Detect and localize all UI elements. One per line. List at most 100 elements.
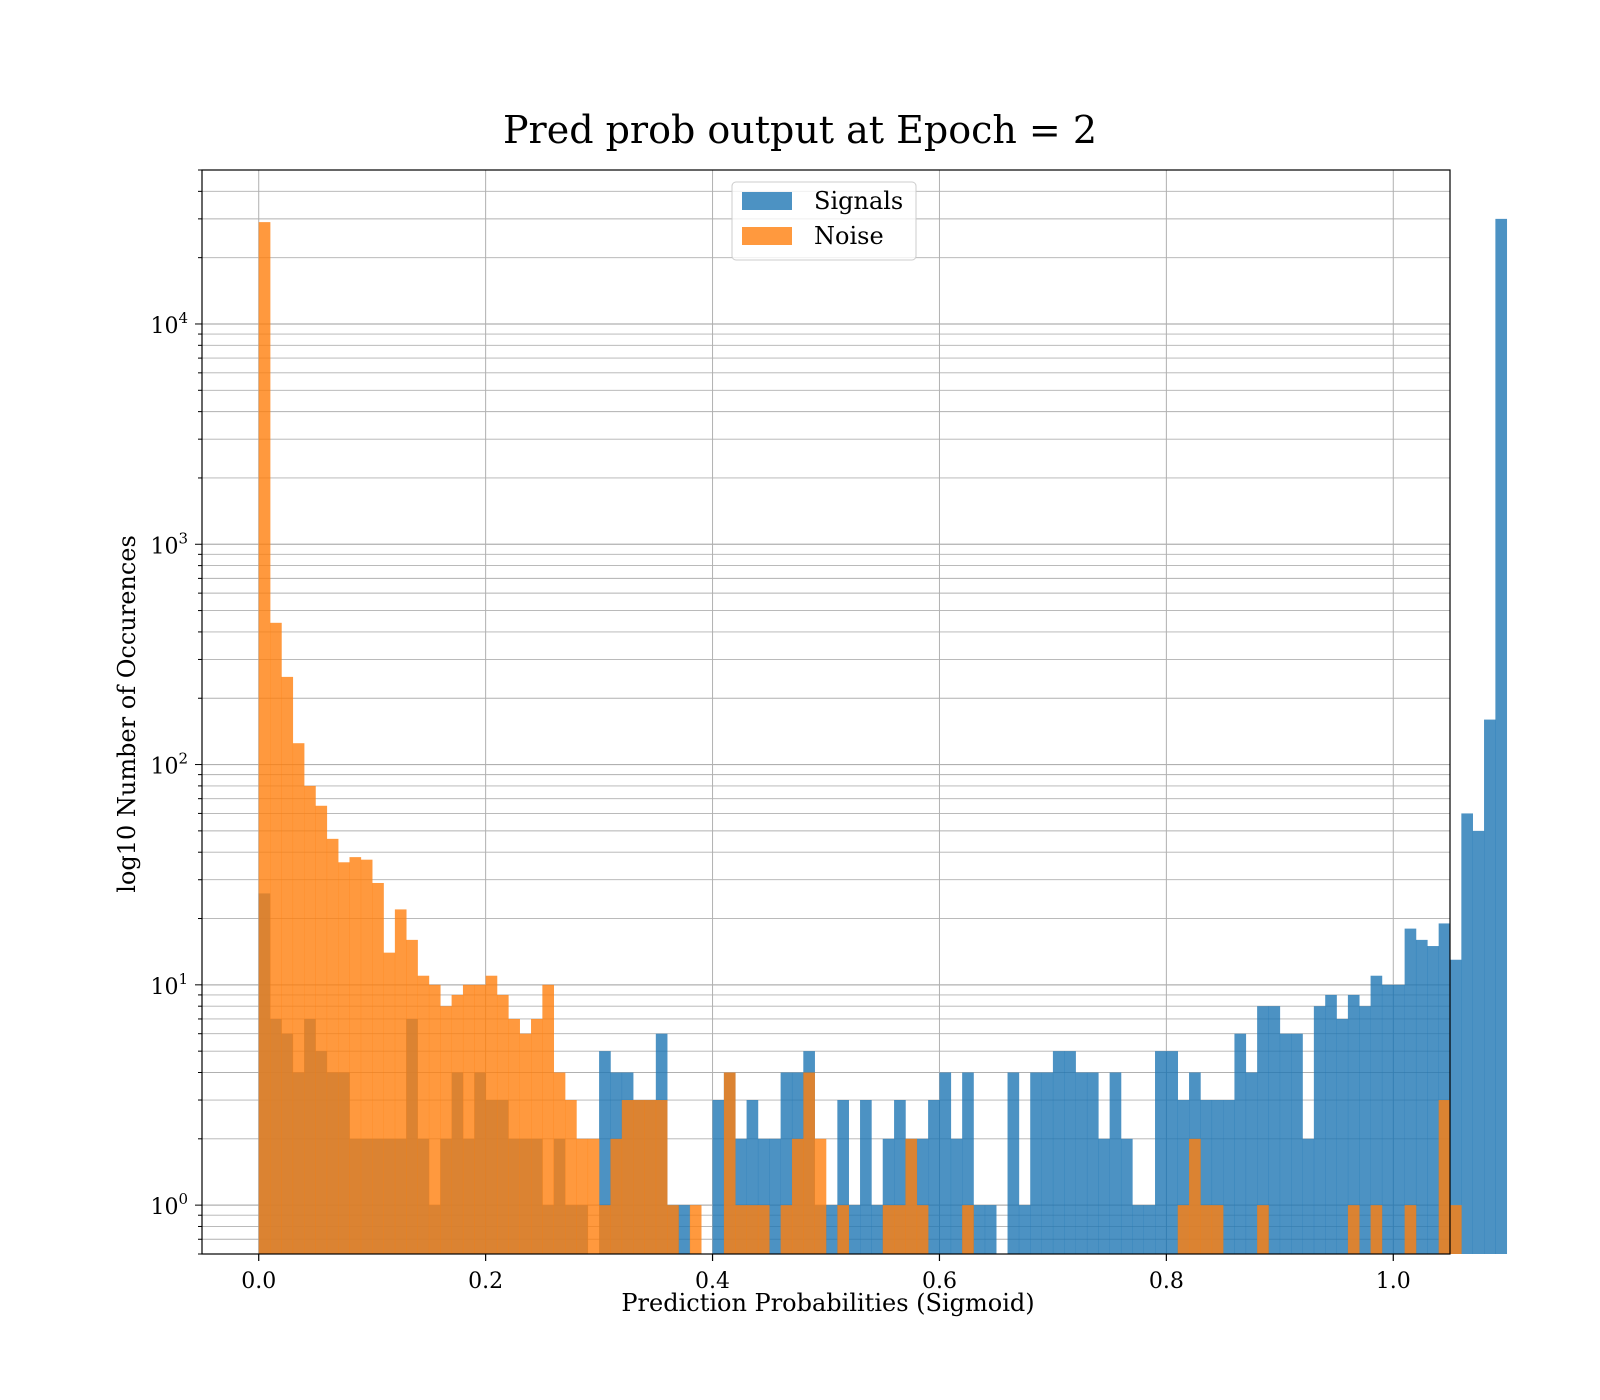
x-tick-label: 0.2: [468, 1269, 503, 1294]
bar-signals: [599, 1051, 611, 1254]
bar-signals: [928, 1100, 940, 1254]
bar-noise: [621, 1100, 634, 1254]
bar-noise: [281, 676, 294, 1254]
bar-signals: [1098, 1138, 1110, 1254]
bar-noise: [349, 857, 362, 1254]
bar-signals: [1086, 1072, 1099, 1254]
bar-noise: [542, 984, 555, 1254]
bar-signals: [1211, 1100, 1224, 1254]
bar-noise: [474, 984, 486, 1254]
bar-noise: [531, 1018, 543, 1254]
plot-area-frame: [201, 169, 1451, 1255]
bar-noise: [735, 1205, 747, 1254]
bar-signals: [950, 1138, 963, 1254]
bar-signals: [1393, 984, 1405, 1254]
bar-signals: [973, 1205, 986, 1254]
bar-noise: [1189, 1138, 1201, 1254]
bar-noise: [292, 743, 305, 1254]
legend-label-noise: Noise: [814, 222, 884, 250]
bar-noise: [485, 975, 498, 1254]
bar-signals: [1370, 975, 1383, 1254]
bar-noise: [428, 984, 441, 1254]
x-axis-label: Prediction Probabilities (Sigmoid): [621, 1289, 1034, 1317]
bar-signals: [746, 1100, 759, 1254]
bar-noise: [519, 1033, 532, 1254]
bar-signals: [1245, 1072, 1258, 1254]
x-tick-label: 0.0: [241, 1269, 276, 1294]
bar-noise: [746, 1205, 759, 1254]
y-tick-label: 103: [150, 529, 188, 559]
bar-noise: [1347, 1205, 1360, 1254]
x-tick-label: 1.0: [1376, 1269, 1411, 1294]
bar-noise: [837, 1205, 849, 1254]
bar-noise: [587, 1138, 600, 1254]
bar-noise: [576, 1138, 589, 1254]
bar-noise: [689, 1205, 702, 1254]
bar-noise: [315, 805, 328, 1254]
bar-signals: [1450, 959, 1462, 1254]
bar-noise: [814, 1138, 827, 1254]
legend-swatch-signals: [742, 192, 792, 210]
bar-signals: [1223, 1100, 1235, 1254]
bar-signals: [848, 1205, 861, 1254]
bar-noise: [791, 1138, 804, 1254]
y-axis-label: log10 Number of Occurences: [113, 535, 141, 893]
bar-noise: [326, 838, 339, 1254]
bar-noise: [1211, 1205, 1224, 1254]
bar-signals: [860, 1100, 872, 1254]
bar-signals: [1166, 1051, 1179, 1254]
bar-noise: [882, 1205, 895, 1254]
bar-noise: [496, 994, 509, 1254]
bar-noise: [451, 994, 464, 1254]
bar-signals: [769, 1138, 781, 1254]
bar-signals: [1336, 1018, 1349, 1254]
bar-noise: [417, 975, 430, 1254]
bar-signals: [984, 1205, 997, 1254]
bar-signals: [1484, 719, 1496, 1254]
bar-noise: [462, 984, 475, 1254]
bar-signals: [1427, 946, 1439, 1254]
bar-noise: [962, 1205, 974, 1254]
bar-signals: [1064, 1051, 1076, 1254]
bar-noise: [916, 1205, 929, 1254]
bar-signals: [1381, 984, 1394, 1254]
bar-noise: [644, 1100, 657, 1254]
bar-signals: [871, 1205, 884, 1254]
bar-signals: [1268, 1006, 1281, 1254]
bar-signals: [712, 1100, 725, 1254]
legend-swatch-noise: [742, 227, 792, 245]
bar-signals: [1109, 1072, 1122, 1254]
bar-noise: [360, 859, 373, 1254]
y-tick-label: 101: [150, 970, 188, 1000]
bar-noise: [1438, 1100, 1451, 1254]
bar-signals: [882, 1138, 895, 1254]
bar-signals: [1461, 813, 1473, 1254]
bar-signals: [837, 1100, 849, 1254]
legend-label-signals: Signals: [814, 187, 903, 215]
bar-noise: [655, 1100, 668, 1254]
bar-signals: [1234, 1033, 1247, 1254]
bar-signals: [780, 1072, 793, 1254]
x-axis-ticks: 0.0 0.2 0.4 0.6 0.8 1.0: [241, 1254, 1411, 1294]
bar-signals: [939, 1072, 952, 1254]
bar-noise: [780, 1205, 793, 1254]
chart-title: Pred prob output at Epoch = 2: [503, 108, 1097, 152]
bar-noise: [723, 1072, 736, 1254]
bar-signals: [735, 1138, 747, 1254]
bar-signals: [1155, 1051, 1167, 1254]
histogram-bars: [258, 218, 1508, 1255]
bar-noise: [553, 1072, 566, 1254]
x-tick-label: 0.8: [1149, 1269, 1184, 1294]
bar-noise: [757, 1205, 770, 1254]
bar-noise: [440, 1006, 452, 1254]
bar-signals: [1404, 928, 1417, 1254]
bar-noise: [372, 882, 384, 1254]
bar-noise: [667, 1205, 679, 1254]
y-tick-label: 100: [150, 1190, 188, 1220]
bar-noise: [894, 1205, 906, 1254]
bar-signals: [1041, 1072, 1054, 1254]
bar-signals: [1177, 1100, 1190, 1254]
y-tick-label: 104: [150, 309, 188, 339]
bar-signals: [1007, 1072, 1020, 1254]
